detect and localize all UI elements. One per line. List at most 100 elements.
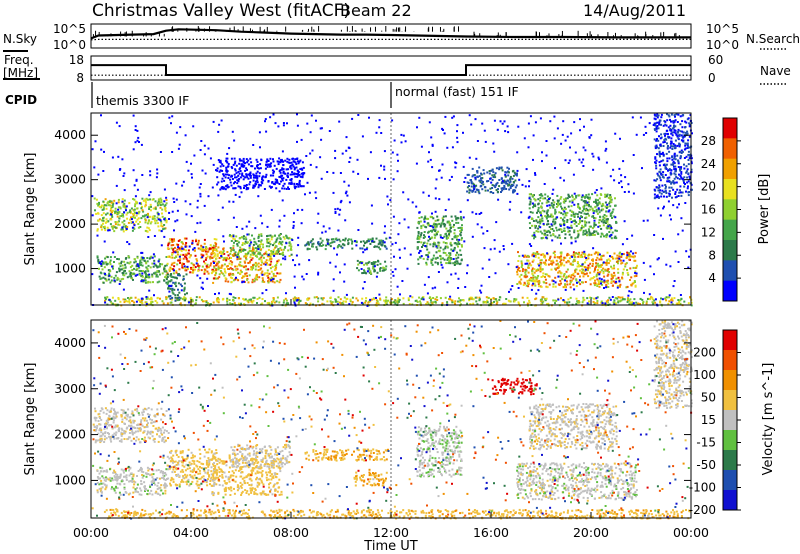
data-cell	[106, 226, 109, 229]
data-cell	[564, 139, 567, 142]
data-cell	[666, 157, 669, 160]
data-cell	[256, 165, 258, 168]
data-cell	[156, 275, 159, 278]
data-cell	[674, 146, 677, 149]
data-cell	[595, 275, 598, 278]
data-cell	[449, 227, 452, 230]
data-cell	[441, 127, 444, 130]
data-cell	[381, 269, 384, 272]
data-cell	[117, 298, 120, 301]
data-cell	[239, 187, 242, 190]
data-cell	[627, 273, 630, 276]
data-cell	[617, 301, 620, 304]
data-cell	[420, 233, 423, 236]
data-cell	[605, 284, 608, 287]
data-cell	[560, 212, 563, 215]
data-cell	[104, 299, 106, 302]
data-cell	[144, 198, 147, 201]
data-cell	[268, 240, 271, 243]
data-cell	[266, 255, 269, 258]
data-cell	[537, 227, 540, 230]
data-cell	[687, 159, 690, 161]
data-cell	[119, 215, 122, 218]
data-cell	[286, 236, 289, 239]
data-cell	[581, 272, 584, 275]
data-cell	[602, 224, 605, 227]
data-cell	[504, 302, 507, 305]
data-cell	[682, 114, 685, 116]
data-cell	[234, 160, 237, 163]
data-cell	[118, 258, 120, 261]
data-cell	[434, 234, 437, 237]
data-cell	[422, 244, 425, 247]
data-cell	[232, 299, 234, 301]
data-cell	[160, 199, 163, 202]
data-cell	[254, 247, 257, 250]
data-cell	[161, 263, 164, 266]
data-cell	[599, 280, 602, 283]
data-cell	[364, 271, 367, 274]
data-cell	[484, 189, 487, 192]
data-cell	[609, 197, 611, 199]
data-cell	[243, 184, 246, 187]
data-cell	[362, 251, 365, 254]
data-cell	[97, 262, 100, 265]
data-cell	[678, 133, 681, 136]
data-cell	[142, 270, 144, 273]
data-cell	[577, 223, 580, 225]
data-cell	[605, 286, 608, 289]
data-cell	[247, 301, 250, 304]
data-cell	[667, 302, 670, 305]
data-cell	[586, 201, 589, 204]
data-cell	[373, 240, 376, 243]
data-cell	[605, 195, 608, 198]
data-cell	[492, 192, 495, 194]
data-cell	[561, 262, 564, 265]
data-cell	[552, 299, 555, 302]
data-cell	[153, 255, 156, 258]
data-cell	[620, 262, 623, 265]
data-cell	[449, 229, 451, 232]
data-cell	[213, 265, 216, 268]
data-cell	[568, 274, 571, 277]
data-cell	[595, 264, 598, 267]
data-cell	[278, 281, 281, 284]
data-cell	[189, 254, 192, 257]
data-cell	[545, 201, 548, 204]
data-cell	[342, 300, 345, 303]
data-cell	[104, 229, 107, 232]
data-cell	[459, 210, 462, 213]
data-cell	[113, 199, 116, 202]
data-cell	[212, 246, 214, 249]
data-cell	[425, 263, 428, 266]
data-cell	[501, 169, 504, 172]
data-cell	[619, 259, 622, 262]
data-cell	[643, 278, 646, 281]
data-cell	[212, 281, 215, 284]
data-cell	[259, 240, 262, 243]
data-cell	[550, 202, 553, 205]
data-cell	[453, 229, 456, 232]
data-cell	[585, 213, 588, 216]
data-cell	[201, 254, 204, 257]
data-cell	[305, 155, 308, 157]
data-cell	[231, 268, 234, 271]
data-cell	[597, 279, 600, 282]
data-cell	[235, 276, 237, 279]
data-cell	[426, 222, 429, 225]
data-cell	[455, 254, 457, 257]
data-cell	[125, 272, 128, 275]
data-cell	[230, 166, 233, 168]
data-cell	[269, 278, 272, 281]
data-cell	[554, 220, 557, 223]
data-cell	[276, 251, 279, 254]
data-cell	[180, 241, 183, 244]
data-cell	[598, 225, 601, 227]
data-cell	[587, 228, 590, 231]
data-cell	[107, 269, 110, 272]
data-cell	[688, 146, 691, 149]
data-cell	[482, 180, 484, 183]
data-cell	[184, 253, 187, 256]
data-cell	[596, 300, 599, 302]
data-cell	[173, 239, 176, 242]
